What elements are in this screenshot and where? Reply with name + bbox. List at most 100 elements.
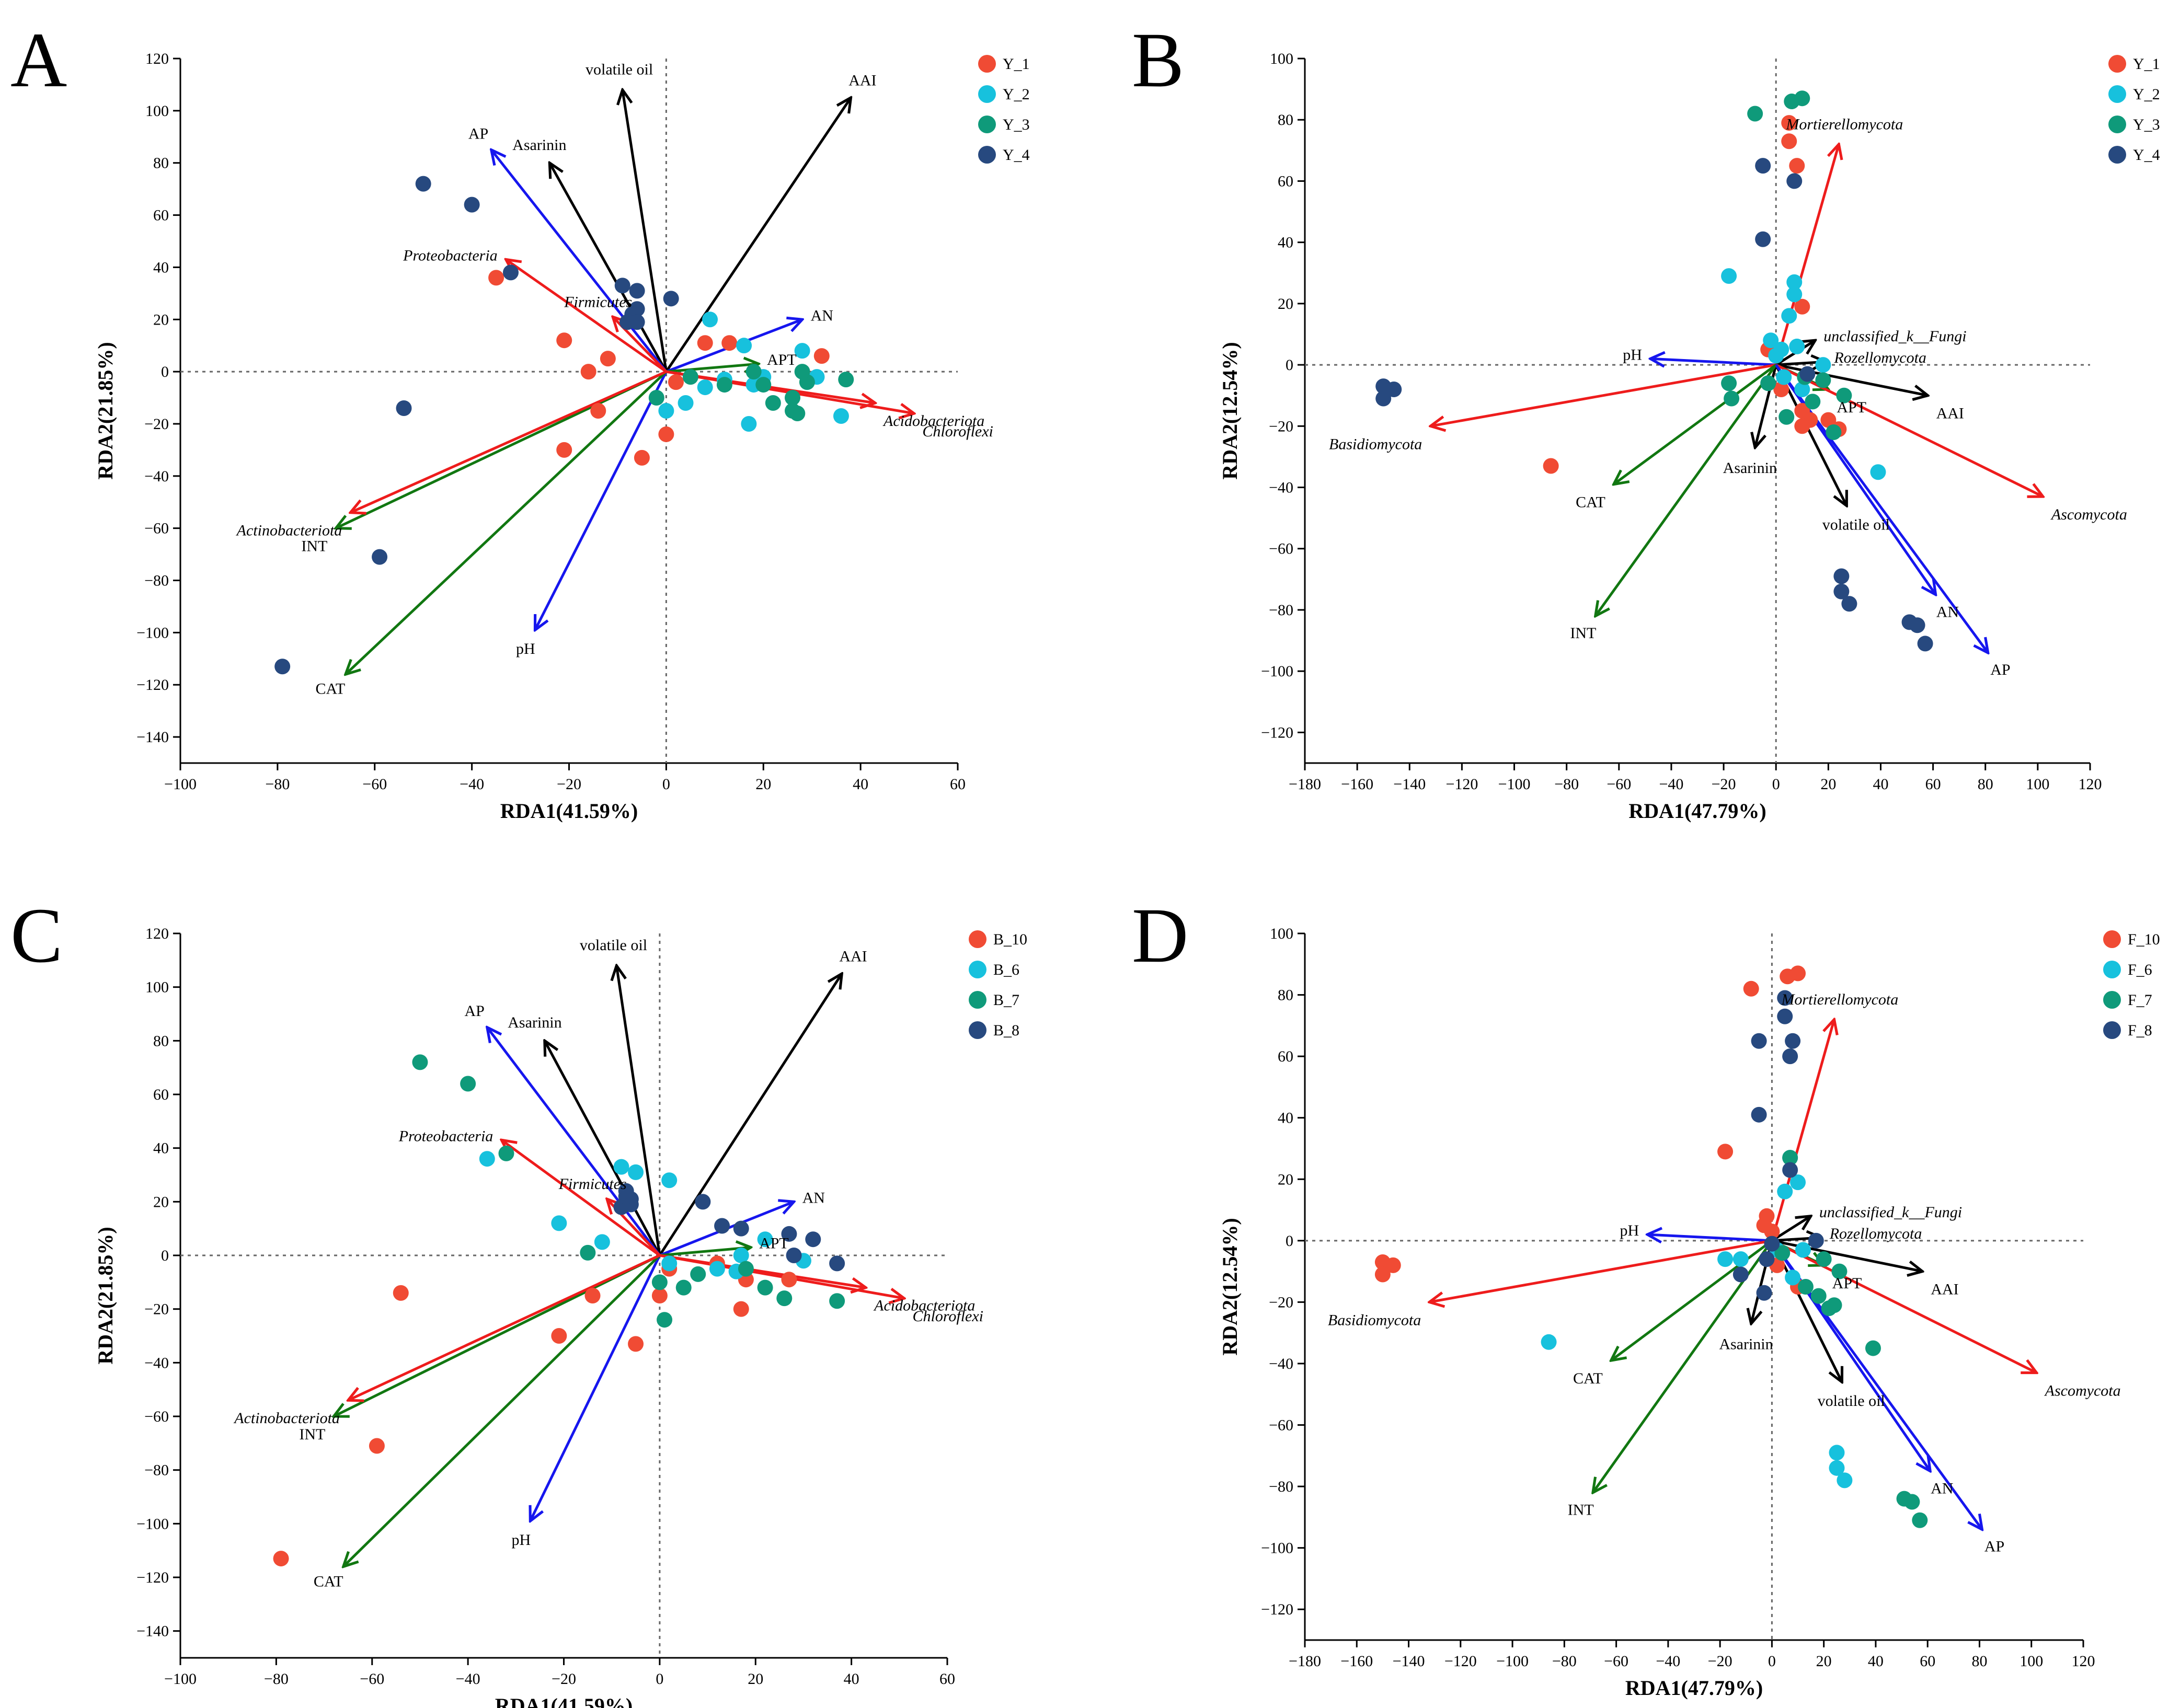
vector-label: volatile oil: [580, 937, 647, 954]
vector-arrow: [549, 163, 668, 373]
y-tick-label: −80: [144, 1462, 169, 1479]
data-point: [551, 1328, 567, 1344]
y-tick-label: 20: [153, 311, 169, 328]
data-point: [1836, 387, 1852, 403]
data-point: [736, 338, 752, 354]
data-point: [1794, 90, 1810, 107]
vector-arrow: [1647, 1234, 1772, 1241]
data-point: [1774, 1245, 1791, 1261]
data-point: [709, 1261, 725, 1277]
legend-label: F_10: [2128, 931, 2160, 948]
y-tick-label: 0: [1286, 1232, 1293, 1250]
panel-letter: C: [10, 892, 63, 979]
x-tick-label: 100: [2026, 776, 2049, 793]
data-point: [785, 403, 801, 419]
data-point: [1790, 1174, 1806, 1191]
data-point: [629, 283, 645, 299]
legend-swatch: [978, 116, 996, 133]
data-point: [1815, 372, 1831, 388]
data-point: [1717, 1144, 1734, 1160]
legend-swatch: [2103, 930, 2121, 948]
data-point: [488, 270, 504, 286]
vector-label: pH: [516, 640, 535, 657]
vector-arrow: [1596, 364, 1777, 616]
x-tick-label: −140: [1393, 1653, 1425, 1670]
x-tick-label: 0: [656, 1670, 663, 1688]
x-tick-label: 20: [755, 776, 771, 793]
vector-arrow: [1771, 1216, 1810, 1242]
vector-arrow: [1430, 363, 1776, 426]
data-point: [372, 549, 388, 565]
y-axis-label: RDA2(12.54%): [1218, 342, 1242, 479]
data-point: [1543, 458, 1559, 474]
vector-arrow: [535, 371, 668, 630]
x-tick-label: −160: [1340, 1653, 1373, 1670]
data-point: [755, 377, 772, 393]
data-point: [1785, 1033, 1801, 1049]
data-point: [829, 1255, 845, 1272]
x-axis-label: RDA1(47.79%): [1628, 799, 1766, 823]
vector-arrow: [348, 1254, 660, 1400]
data-point: [658, 426, 674, 442]
data-point: [1833, 583, 1850, 599]
y-tick-label: −20: [144, 1301, 169, 1318]
y-axis-label: RDA2(21.85%): [94, 1227, 117, 1364]
data-point: [628, 1164, 644, 1180]
vector-arrow: [659, 1248, 751, 1255]
vector-label: Actinobacteriota: [236, 522, 342, 539]
data-point: [776, 1290, 793, 1307]
data-point: [1870, 464, 1886, 480]
data-point: [1755, 158, 1771, 174]
data-point: [1912, 1512, 1928, 1528]
vector-arrow: [666, 364, 759, 372]
vector-label: AN: [1936, 604, 1959, 621]
x-tick-label: −140: [1393, 776, 1426, 793]
data-point: [1777, 990, 1793, 1006]
vector-arrow: [1650, 359, 1776, 365]
x-tick-label: −120: [1445, 776, 1478, 793]
legend-swatch: [2103, 1021, 2121, 1039]
vector-label: AP: [1990, 661, 2010, 678]
y-tick-label: −60: [1269, 540, 1293, 558]
data-point: [1786, 286, 1803, 303]
data-point: [757, 1231, 773, 1248]
y-tick-label: −140: [136, 1623, 169, 1640]
data-point: [1797, 1279, 1814, 1295]
y-axis-label: RDA2(12.54%): [1218, 1218, 1242, 1355]
y-tick-label: 0: [161, 1247, 169, 1264]
x-tick-label: −80: [265, 776, 290, 793]
vector-label: Actinobacteriota: [233, 1410, 340, 1427]
data-point: [838, 372, 854, 388]
data-point: [1781, 133, 1797, 149]
data-point: [781, 1272, 797, 1288]
x-tick-label: 40: [853, 776, 868, 793]
data-point: [1759, 1251, 1775, 1267]
vector-label: pH: [1623, 346, 1642, 363]
data-point: [1837, 1472, 1853, 1488]
vector-label: Firmicutes: [564, 294, 632, 311]
vector-label: AAI: [839, 948, 867, 965]
x-tick-label: 40: [844, 1670, 859, 1688]
data-point: [781, 1226, 797, 1242]
x-tick-label: −100: [164, 776, 197, 793]
data-point: [1732, 1266, 1749, 1283]
data-point: [498, 1145, 514, 1161]
y-tick-label: 20: [1278, 295, 1293, 313]
legend-label: F_8: [2128, 1022, 2152, 1039]
vector-arrow: [487, 1028, 661, 1256]
y-tick-label: −80: [1269, 1478, 1293, 1495]
data-point: [1799, 366, 1816, 382]
y-tick-label: 120: [145, 50, 169, 67]
data-point: [786, 1248, 802, 1263]
x-tick-label: −80: [264, 1670, 289, 1688]
y-tick-label: 20: [153, 1193, 169, 1210]
y-tick-label: 40: [153, 259, 169, 276]
vector-label: Asarinin: [1719, 1335, 1773, 1353]
data-point: [1385, 1257, 1401, 1273]
data-point: [661, 1172, 678, 1188]
legend-swatch: [969, 961, 986, 978]
data-point: [1829, 1460, 1845, 1476]
data-point: [1805, 394, 1821, 410]
vector-label: AAI: [1936, 405, 1964, 422]
vector-arrow: [350, 370, 667, 513]
